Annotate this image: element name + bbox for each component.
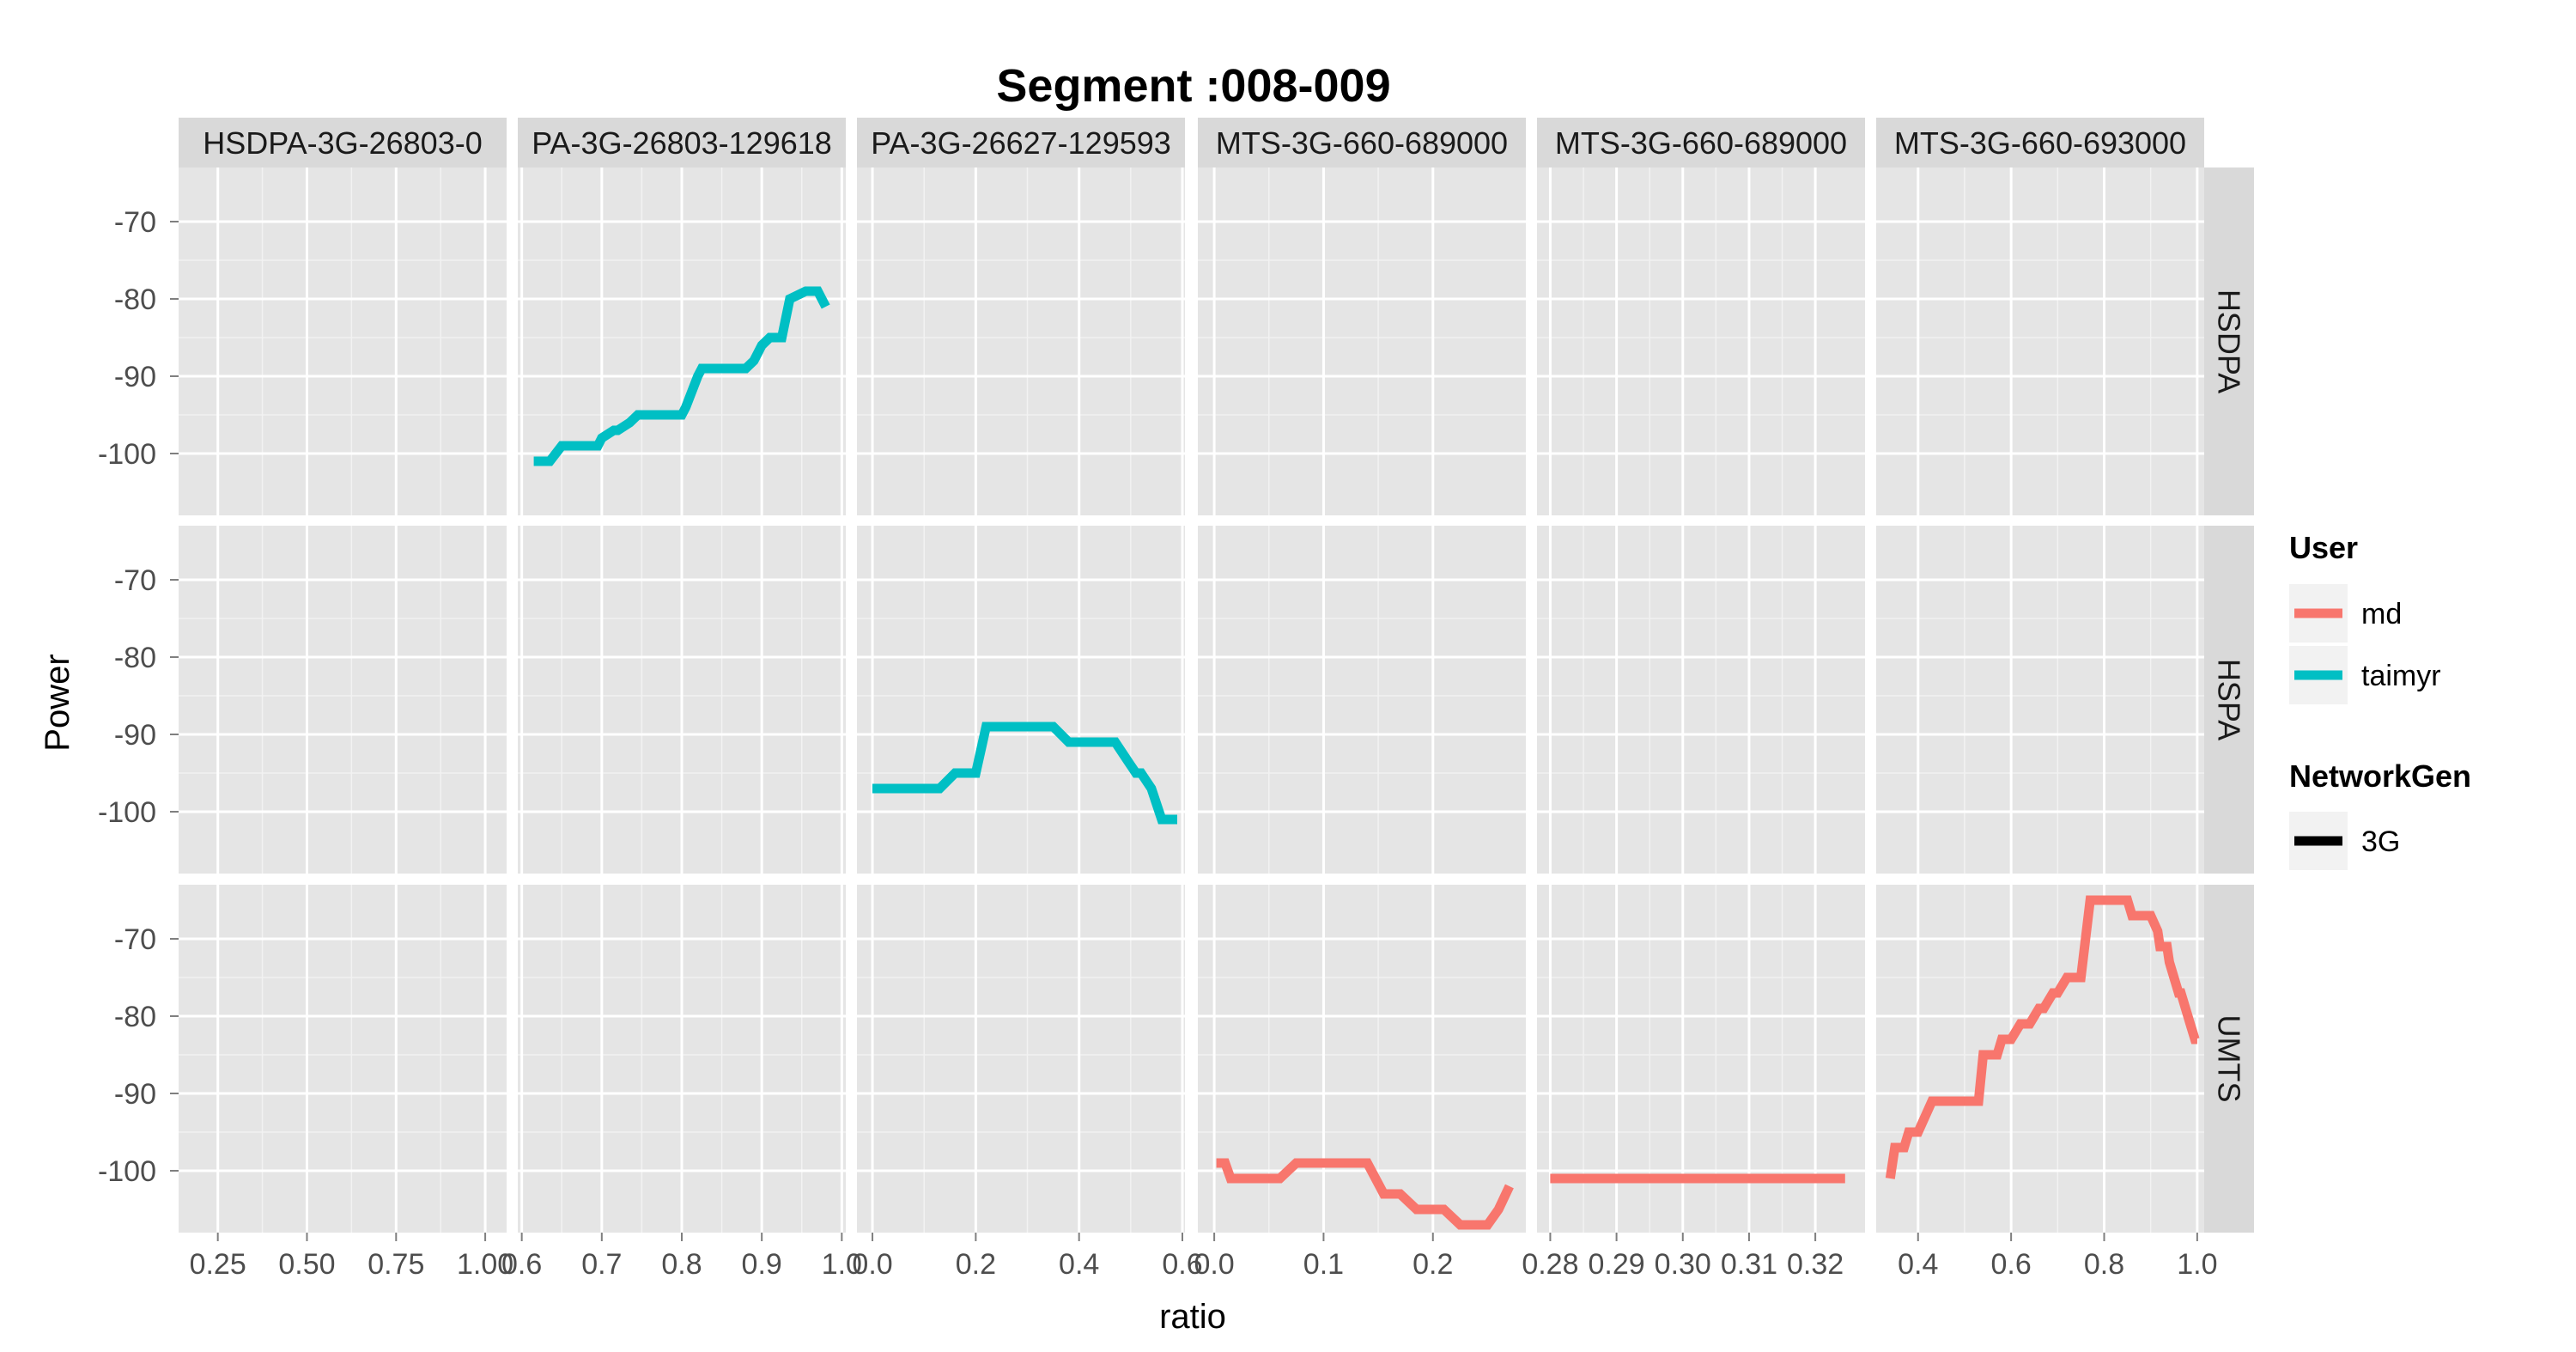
column-strip xyxy=(1876,118,2204,167)
legend-label: taimyr xyxy=(2361,660,2441,692)
x-tick-label: 0.32 xyxy=(1787,1248,1844,1281)
column-strip-label: MTS-3G-660-689000 xyxy=(1555,125,1847,161)
y-tick-label: -100 xyxy=(98,438,156,471)
x-tick-label: 0.30 xyxy=(1655,1248,1711,1281)
legend-label: md xyxy=(2361,598,2402,630)
column-strip-label: MTS-3G-660-689000 xyxy=(1216,125,1508,161)
facet-grid: HSDPA-3G-26803-0 PA-3G-26803-129618 PA-3G-… xyxy=(98,118,2254,1281)
x-tick-label: 0.6 xyxy=(1162,1248,1202,1281)
y-tick-label: -80 xyxy=(114,1001,156,1033)
x-tick-label: 0.0 xyxy=(852,1248,892,1281)
legend: User md taimyr NetworkGen 3G xyxy=(2289,530,2471,870)
panel-background xyxy=(1876,526,2204,874)
x-tick-label: 0.4 xyxy=(1898,1248,1938,1281)
row-strip xyxy=(2204,885,2254,1233)
panel-background xyxy=(1537,526,1865,874)
y-tick-label: -80 xyxy=(114,283,156,316)
y-axis-label: Power xyxy=(39,654,76,751)
panel-background xyxy=(179,885,507,1233)
x-tick-label: 0.2 xyxy=(956,1248,996,1281)
x-tick-label: 0.75 xyxy=(368,1248,424,1281)
x-tick-label: 0.1 xyxy=(1303,1248,1344,1281)
panel-background xyxy=(857,526,1185,874)
column-strip xyxy=(857,118,1185,167)
x-tick-label: 0.0 xyxy=(1194,1248,1234,1281)
panel-background xyxy=(179,167,507,515)
panel-background xyxy=(179,526,507,874)
column-strip-label: HSDPA-3G-26803-0 xyxy=(203,125,482,161)
column-strip xyxy=(518,118,846,167)
row-strip-label: HSDPA xyxy=(2212,289,2247,393)
y-tick-label: -100 xyxy=(98,796,156,829)
y-tick-label: -80 xyxy=(114,642,156,674)
panel-background xyxy=(857,885,1185,1233)
panel-background xyxy=(857,167,1185,515)
x-tick-label: 0.8 xyxy=(2084,1248,2124,1281)
x-tick-label: 0.4 xyxy=(1059,1248,1099,1281)
row-strip xyxy=(2204,167,2254,515)
x-tick-label: 0.8 xyxy=(661,1248,702,1281)
legend-label: 3G xyxy=(2361,825,2400,858)
x-tick-label: 0.29 xyxy=(1589,1248,1645,1281)
column-strip-label: PA-3G-26627-129593 xyxy=(871,125,1171,161)
x-tick-label: 0.6 xyxy=(501,1248,542,1281)
series-line-taimyr xyxy=(872,722,1177,825)
x-tick-label: 1.0 xyxy=(822,1248,862,1281)
x-tick-label: 0.25 xyxy=(190,1248,246,1281)
panel-background xyxy=(1876,885,2204,1233)
x-tick-label: 0.2 xyxy=(1413,1248,1453,1281)
y-tick-label: -90 xyxy=(114,1078,156,1111)
panel-background xyxy=(1876,167,2204,515)
x-tick-label: 0.9 xyxy=(742,1248,782,1281)
column-strip-label: MTS-3G-660-693000 xyxy=(1894,125,2186,161)
y-tick-label: -90 xyxy=(114,719,156,752)
row-strip-label: UMTS xyxy=(2212,1015,2247,1103)
legend-title-user: User xyxy=(2289,530,2358,565)
legend-title-networkgen: NetworkGen xyxy=(2289,758,2471,794)
y-tick-label: -90 xyxy=(114,361,156,393)
series-line-md xyxy=(1216,1158,1514,1230)
y-tick-label: -70 xyxy=(114,923,156,956)
x-axis-label: ratio xyxy=(1159,1298,1226,1336)
column-strip xyxy=(1537,118,1865,167)
series-line-md xyxy=(1885,895,2200,1179)
column-strip xyxy=(1198,118,1526,167)
column-strip-label: PA-3G-26803-129618 xyxy=(532,125,832,161)
column-strip xyxy=(179,118,507,167)
x-tick-label: 1.00 xyxy=(457,1248,513,1281)
x-tick-label: 0.6 xyxy=(1991,1248,2032,1281)
series-line-taimyr xyxy=(533,286,830,466)
x-tick-label: 0.31 xyxy=(1721,1248,1777,1281)
panel-background xyxy=(1198,526,1526,874)
y-tick-label: -70 xyxy=(114,564,156,597)
panel-background xyxy=(1537,167,1865,515)
x-tick-label: 0.7 xyxy=(581,1248,622,1281)
panel-background xyxy=(1198,167,1526,515)
chart-title: Segment :008-009 xyxy=(996,60,1390,112)
y-tick-label: -100 xyxy=(98,1155,156,1188)
x-tick-label: 0.50 xyxy=(278,1248,335,1281)
row-strip xyxy=(2204,526,2254,874)
x-tick-label: 1.0 xyxy=(2177,1248,2217,1281)
row-strip-label: HSPA xyxy=(2212,659,2247,740)
x-tick-label: 0.28 xyxy=(1522,1248,1578,1281)
y-tick-label: -70 xyxy=(114,206,156,239)
